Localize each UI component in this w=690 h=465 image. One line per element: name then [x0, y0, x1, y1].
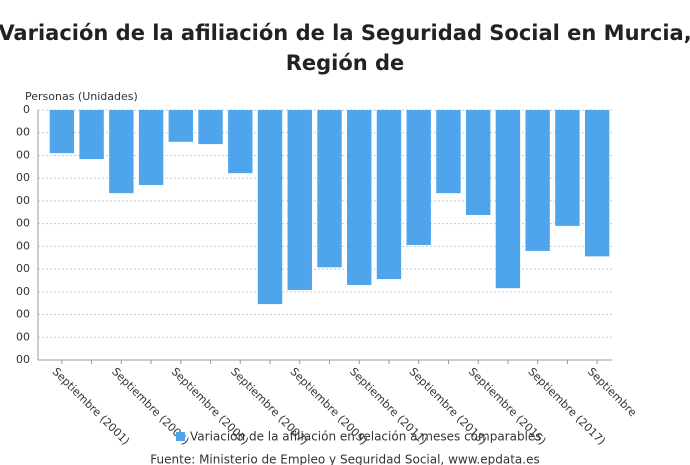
y-tick-label: 00: [16, 353, 30, 366]
y-tick-label: 00: [16, 217, 30, 230]
bar: [436, 110, 461, 194]
bar: [287, 110, 312, 290]
legend-swatch: [176, 432, 185, 441]
y-tick-label: 00: [16, 239, 30, 252]
legend-label: Variación de la afiliación en relación a…: [190, 430, 542, 444]
bar: [584, 110, 610, 257]
y-tick-label: 00: [16, 330, 30, 343]
bar: [465, 110, 491, 215]
y-axis-label: Personas (Unidades): [25, 90, 138, 103]
bar: [79, 110, 104, 160]
bar: [495, 110, 521, 289]
chart-title: Región de: [286, 51, 405, 75]
y-tick-label: 00: [16, 171, 30, 184]
bar: [555, 110, 580, 226]
y-tick-label: 00: [16, 148, 30, 161]
source: Fuente: Ministerio de Empleo y Seguridad…: [150, 453, 539, 465]
bar: [406, 110, 431, 245]
y-tick-label: 00: [16, 308, 30, 321]
y-tick-label: 00: [16, 262, 30, 275]
bar: [317, 110, 342, 268]
x-tick-label: Septiembre: [585, 365, 639, 419]
y-tick-label: 00: [16, 285, 30, 298]
y-tick-label: 0: [23, 103, 30, 116]
chart-title: Variación de la afiliación de la Segurid…: [0, 21, 690, 45]
y-tick-label: 00: [16, 194, 30, 207]
y-tick-label: 00: [16, 126, 30, 139]
bar: [49, 110, 75, 154]
bar: [525, 110, 550, 251]
bar: [228, 110, 253, 174]
bar: [109, 110, 134, 194]
bar: [376, 110, 402, 280]
bar: [168, 110, 194, 142]
bar: [347, 110, 372, 285]
bar: [138, 110, 164, 185]
bar: [198, 110, 223, 145]
bar: [257, 110, 283, 305]
